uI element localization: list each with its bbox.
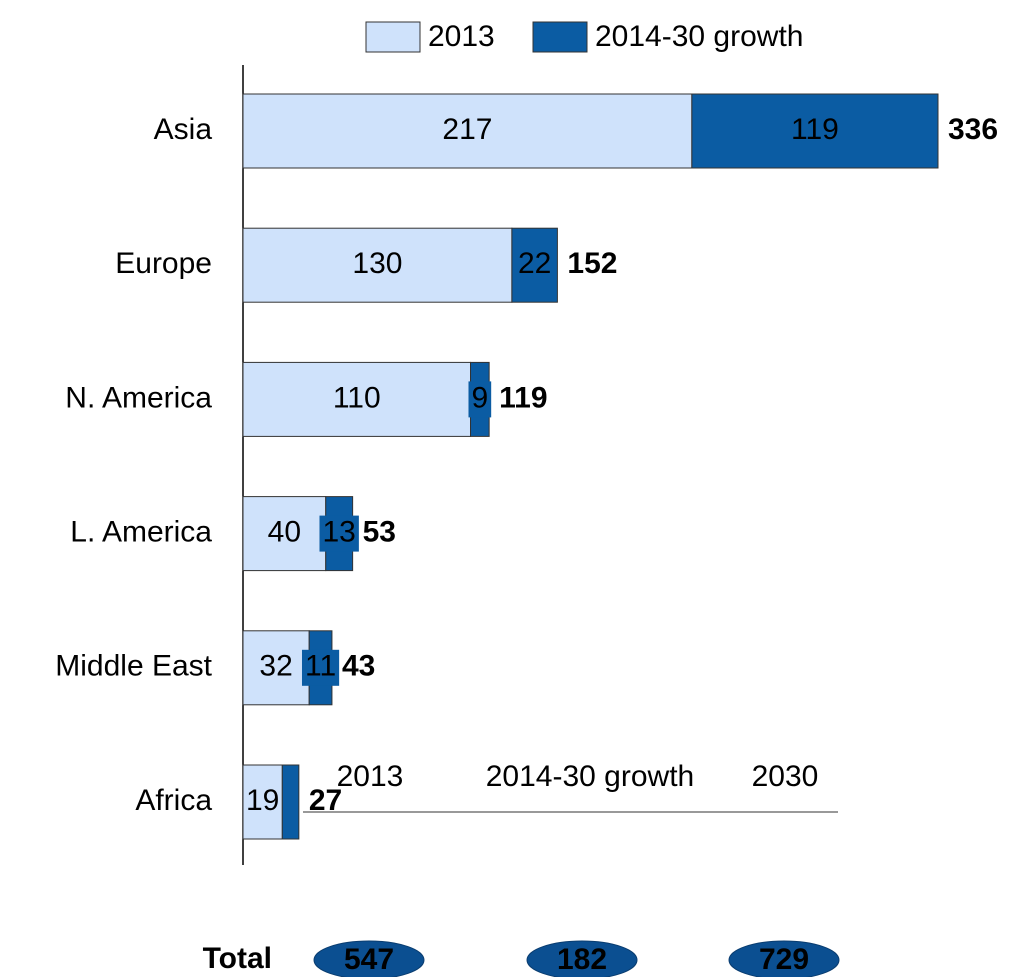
- bar-segment: [691, 93, 939, 169]
- summary-header: 2014-30 growth: [486, 760, 694, 793]
- bar-segment: [242, 630, 310, 706]
- value-label: 40: [268, 516, 301, 549]
- total-label: 53: [363, 516, 396, 549]
- value-label: 11: [305, 650, 336, 683]
- value-label: 119: [791, 113, 839, 146]
- legend-label: 2013: [428, 20, 495, 53]
- total-label: 152: [567, 247, 617, 280]
- value-label: 130: [352, 247, 402, 280]
- category-label: Africa: [135, 784, 212, 817]
- summary-badge: [728, 940, 840, 977]
- value-label: 110: [333, 381, 381, 414]
- value-label-bg: [301, 649, 340, 686]
- legend-swatch: [365, 21, 421, 53]
- total-label: 119: [499, 381, 547, 414]
- value-label-bg: [319, 515, 359, 552]
- value-label: 19: [246, 784, 279, 817]
- bar-segment: [242, 496, 327, 572]
- category-label: L. America: [70, 516, 212, 549]
- bar-segment: [242, 93, 693, 169]
- value-label: 217: [442, 113, 492, 146]
- bar-segment: [281, 764, 300, 840]
- total-label: 43: [342, 650, 375, 683]
- category-label: N. America: [65, 381, 212, 414]
- bar-segment: [511, 227, 558, 303]
- summary-value: 729: [759, 943, 809, 976]
- value-label-bg: [468, 381, 492, 418]
- summary-header: 2030: [752, 760, 819, 793]
- summary-label: Total: [203, 942, 272, 975]
- value-label: 32: [259, 650, 292, 683]
- summary-value: 547: [344, 943, 394, 976]
- legend-swatch: [532, 21, 588, 53]
- bar-segment: [242, 764, 283, 840]
- category-label: Asia: [154, 113, 213, 146]
- summary-header: 2013: [337, 760, 404, 793]
- summary-badge: [313, 940, 425, 977]
- summary-badge: [526, 940, 638, 977]
- category-label: Middle East: [55, 650, 212, 683]
- category-label: Europe: [115, 247, 212, 280]
- value-label: 22: [518, 247, 551, 280]
- bar-segment: [242, 227, 513, 303]
- total-label: 336: [948, 113, 998, 146]
- value-label: 9: [471, 381, 488, 414]
- value-label: 13: [322, 516, 355, 549]
- total-label: 27: [309, 784, 342, 817]
- legend-label: 2014-30 growth: [595, 20, 803, 53]
- summary-value: 182: [557, 943, 607, 976]
